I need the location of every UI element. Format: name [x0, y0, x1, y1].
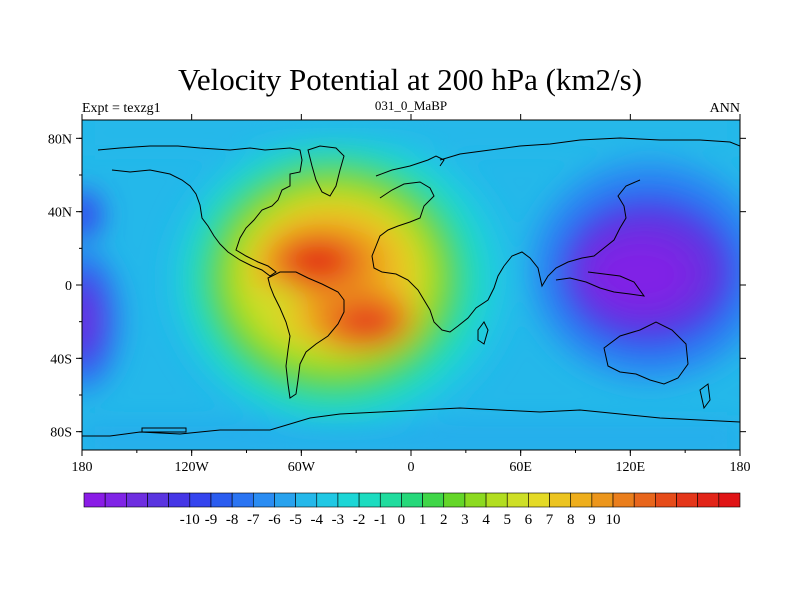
colorbar-swatch	[718, 492, 741, 508]
colorbar-swatch	[147, 492, 169, 508]
colorbar-swatch	[337, 492, 360, 508]
coastline-madagascar	[477, 321, 489, 345]
colorbar-swatch	[549, 492, 572, 508]
colorbar-swatch	[210, 492, 233, 508]
lon-label: 60W	[288, 460, 316, 475]
colorbar-label: 10	[606, 512, 621, 528]
colorbar-label: 3	[461, 512, 469, 528]
contour-positive-trough	[256, 286, 300, 314]
colorbar-label: -6	[268, 512, 281, 528]
colorbar-label: -10	[180, 512, 200, 528]
colorbar-swatch	[570, 492, 593, 508]
lon-label: 120E	[616, 460, 646, 475]
coastline-asia	[439, 137, 740, 288]
colorbar-swatch	[528, 492, 550, 508]
lat-label: 40S	[50, 352, 72, 367]
colorbar-swatch	[506, 492, 529, 508]
colorbar-label: -5	[289, 512, 302, 528]
coastline-antarctic-island	[141, 427, 187, 433]
coastline-indonesia	[555, 271, 646, 297]
colorbar-label: -2	[353, 512, 366, 528]
south-band	[82, 425, 740, 450]
colorbar-swatch	[379, 492, 402, 508]
lon-label: 0	[408, 460, 415, 475]
colorbar-swatch	[126, 492, 148, 508]
colorbar-swatch	[295, 492, 318, 508]
colorbar-swatch	[252, 492, 275, 508]
colorbar-label: -7	[247, 512, 260, 528]
colorbar-label: 2	[440, 512, 448, 528]
contour-positive-9	[344, 308, 392, 336]
colorbar-swatch	[464, 492, 487, 508]
colorbar-swatch	[401, 492, 423, 508]
colorbar-swatch	[655, 492, 677, 508]
experiment-label: Expt = texzg1	[82, 101, 161, 116]
colorbar-label: 9	[588, 512, 596, 528]
coastline-australia	[603, 321, 689, 385]
colorbar-swatch	[591, 492, 614, 508]
colorbar-swatch	[168, 492, 191, 508]
coastlines	[82, 137, 740, 437]
run-label: 031_0_MaBP	[375, 98, 447, 113]
colorbar-swatch	[316, 492, 339, 508]
contour-west-3	[82, 292, 94, 348]
latitude-axis: 80N 40N 0 40S 80S	[48, 132, 746, 441]
colorbar-label: 5	[503, 512, 511, 528]
colorbar-swatch	[231, 492, 254, 508]
colorbar-label: -8	[226, 512, 239, 528]
coastline-antarctica	[82, 407, 740, 437]
coastline-greenland	[307, 145, 345, 197]
coastline-north-america	[97, 145, 303, 277]
colorbar-label: 1	[419, 512, 427, 528]
colorbar-label: 6	[525, 512, 533, 528]
colorbar-labels: -10 -9 -8 -7 -6 -5 -4 -3 -2 -1 0 1 2 3 4 5 6 7 8 9 10	[180, 512, 621, 528]
lat-label: 80S	[50, 426, 72, 441]
lat-label: 0	[65, 279, 72, 294]
colorbar-label: -1	[374, 512, 387, 528]
chart-title: Velocity Potential at 200 hPa (km2/s)	[178, 62, 642, 97]
colorbar-swatch	[676, 492, 698, 508]
velocity-potential-field	[82, 120, 740, 450]
lon-label: 180	[730, 460, 751, 475]
contour-negative-6	[590, 241, 690, 309]
colorbar-swatch	[104, 492, 127, 508]
colorbar-swatch	[422, 492, 445, 508]
lon-label: 120W	[175, 460, 210, 475]
colorbar-label: -4	[311, 512, 324, 528]
lon-label: 180	[72, 460, 93, 475]
colorbar-label: 0	[398, 512, 406, 528]
colorbar-label: -3	[332, 512, 345, 528]
colorbar-swatch	[443, 492, 466, 508]
colorbar-label: 4	[482, 512, 490, 528]
colorbar-swatch	[274, 492, 296, 508]
colorbar-swatch	[612, 492, 635, 508]
north-band	[82, 120, 740, 146]
contour-west-4	[82, 191, 102, 239]
colorbar	[83, 492, 741, 508]
lat-label: 40N	[48, 206, 72, 221]
colorbar-label: 7	[546, 512, 554, 528]
colorbar-label: 8	[567, 512, 575, 528]
longitude-axis: 180 120W 60W 0 60E 120E 180	[72, 114, 751, 475]
coastline-europe-north	[375, 155, 445, 177]
coastline-south-america	[267, 271, 345, 399]
lat-label: 80N	[48, 132, 72, 147]
coastline-new-zealand	[699, 383, 711, 410]
colorbar-swatch	[485, 492, 508, 508]
colorbar-swatch	[697, 492, 720, 508]
colorbar-label: -9	[205, 512, 218, 528]
colorbar-swatch	[633, 492, 656, 508]
coastline-europe-africa	[371, 181, 505, 333]
season-label: ANN	[710, 101, 740, 116]
colorbar-swatch	[83, 492, 106, 508]
colorbar-swatch	[189, 492, 212, 508]
contour-positive-10	[290, 244, 346, 276]
lon-label: 60E	[509, 460, 532, 475]
colorbar-swatch	[358, 492, 381, 508]
